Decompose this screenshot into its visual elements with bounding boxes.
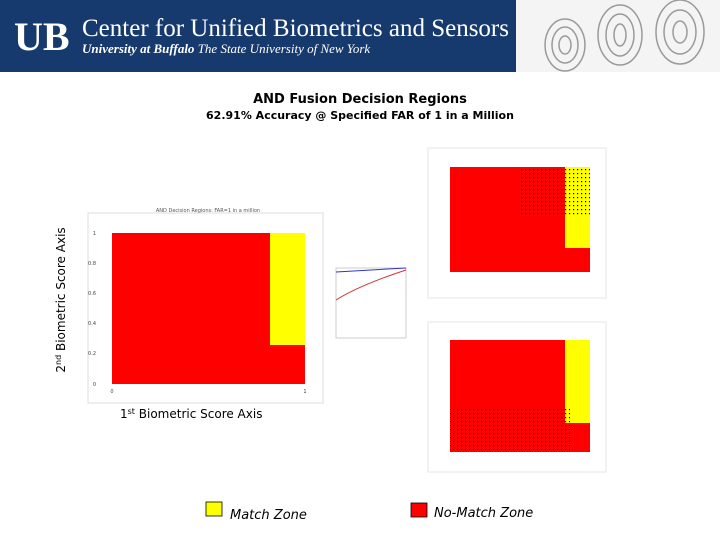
main-x-ticks: 0 1 xyxy=(110,389,306,395)
main-plot-title: AND Decision Regions: FAR=1 in a million xyxy=(156,208,260,214)
legend-swatch-match xyxy=(205,501,223,517)
y-axis-label: 2nd Biometric Score Axis xyxy=(54,227,68,372)
thumbnail-curve xyxy=(335,269,407,301)
legend-no-match: No-Match Zone xyxy=(434,506,533,521)
thumbnail-frame xyxy=(335,267,407,339)
sample-points xyxy=(520,167,590,217)
x-axis-label-number: 1 xyxy=(120,407,128,421)
header-title: Center for Unified Biometrics and Sensor… xyxy=(82,15,509,42)
legend-match: Match Zone xyxy=(230,508,307,523)
header-subtitle: University at Buffalo The State Universi… xyxy=(82,41,370,56)
legend-swatch-no-match xyxy=(410,502,428,518)
y-axis-label-number: 2 xyxy=(54,365,68,373)
match-region xyxy=(270,233,305,345)
x-tick-label: 0 xyxy=(110,389,113,395)
y-tick-label: 0 xyxy=(93,382,96,388)
x-axis-label: 1st Biometric Score Axis xyxy=(120,407,262,421)
logo: UB xyxy=(14,14,70,59)
header-subtitle-italic: The State University of New York xyxy=(194,41,370,56)
fingerprints xyxy=(544,0,705,72)
header-subtitle-bold: University at Buffalo xyxy=(82,41,195,56)
main-y-ticks: 1 0.8 0.6 0.4 0.2 0 xyxy=(88,231,96,388)
bottom-right-plot xyxy=(427,321,607,473)
y-tick-label: 0.8 xyxy=(88,261,96,267)
top-right-plot xyxy=(427,147,607,299)
y-tick-label: 0.2 xyxy=(88,351,96,357)
x-tick-label: 1 xyxy=(303,389,306,395)
slide-title: AND Fusion Decision Regions xyxy=(253,92,467,107)
roc-thumbnail xyxy=(335,267,407,339)
thumbnail-line xyxy=(335,267,407,273)
x-axis-label-text: Biometric Score Axis xyxy=(135,407,263,421)
x-axis-label-suffix: st xyxy=(128,407,135,416)
y-axis-label-suffix: nd xyxy=(54,355,63,365)
header-band xyxy=(0,0,516,72)
y-tick-label: 0.4 xyxy=(88,321,96,327)
sample-points xyxy=(450,408,570,450)
slide-subtitle: 62.91% Accuracy @ Specified FAR of 1 in … xyxy=(206,109,514,122)
y-axis-label-text: Biometric Score Axis xyxy=(54,227,68,355)
y-tick-label: 0.6 xyxy=(88,291,96,297)
y-tick-label: 1 xyxy=(93,231,96,237)
